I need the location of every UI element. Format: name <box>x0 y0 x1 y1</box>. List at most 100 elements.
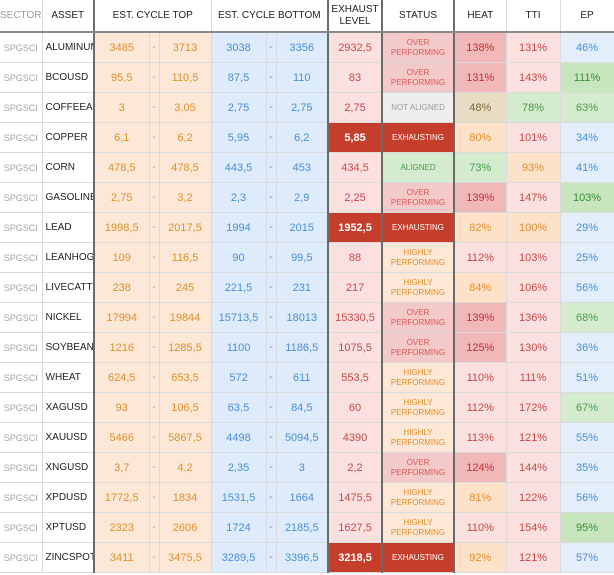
ep-cell: 57% <box>560 542 614 573</box>
table-row[interactable]: SPGSCI WHEAT 624,5-653,5 572-611 553,5 HIGHLY… <box>0 362 614 393</box>
ep-cell: 56% <box>560 482 614 513</box>
exhaust-level-cell: 2,25 <box>328 182 384 213</box>
cycle-top-dash: - <box>149 392 160 423</box>
header-heat[interactable]: HEAT <box>454 0 507 33</box>
tti-cell: 103% <box>506 242 561 273</box>
header-asset[interactable]: ASSET <box>42 0 95 33</box>
cycle-top-low-cell: 3485 <box>94 32 150 63</box>
table-row[interactable]: SPGSCI XAUUSD 5466-5867,5 4498-5094,5 4390 HI… <box>0 422 614 453</box>
asset-cell: CORN <box>42 152 95 183</box>
heat-cell: 84% <box>453 272 507 303</box>
cycle-top-dash: - <box>149 212 160 243</box>
exhaust-level-cell: 1627,5 <box>328 512 384 543</box>
cycle-top-low-cell: 93 <box>94 392 150 423</box>
sector-cell: SPGSCI <box>0 452 43 483</box>
table-row[interactable]: SPGSCI BCOUSD 95,5-110,5 87,5-110 83 OVER PER… <box>0 62 614 93</box>
header-status[interactable]: STATUS <box>382 0 456 33</box>
table-row[interactable]: SPGSCILIVECATTLE238-245221,5-231217HIGHL… <box>0 272 614 303</box>
cycle-top-high-cell: 2017,5 <box>159 212 212 243</box>
cycle-bottom-dash: - <box>266 422 277 453</box>
asset-cell: NICKEL <box>42 302 95 333</box>
table-row[interactable]: SPGSCI NICKEL 17994-19844 15713,5-18013 1533… <box>0 302 614 333</box>
cycle-top-dash: - <box>149 302 160 333</box>
exhaust-level-cell: 2,2 <box>328 452 384 483</box>
sector-cell: SPGSCI <box>0 482 43 513</box>
exhaust-level-cell: 2932,5 <box>328 32 384 63</box>
ep-cell: 103% <box>560 182 614 213</box>
cycle-top-high-cell: 1285,5 <box>159 332 212 363</box>
cycle-bottom-high-cell: 2015 <box>276 212 330 243</box>
cycle-top-low-cell: 3411 <box>94 542 150 573</box>
cycle-top-low-cell: 624,5 <box>94 362 150 393</box>
header-ep[interactable]: EP <box>560 0 614 33</box>
table-row[interactable]: SPGSCI XAGUSD 93-106,5 63,5-84,5 60 HIGHLY PE… <box>0 392 614 423</box>
cycle-bottom-dash: - <box>266 212 277 243</box>
status-badge: EXHAUSTING <box>382 122 456 153</box>
status-badge: OVER PERFORMING <box>382 62 456 93</box>
cycle-top-low-cell: 6,1 <box>94 122 150 153</box>
exhaust-level-cell: 83 <box>328 62 384 93</box>
cycle-bottom-dash: - <box>266 392 277 423</box>
table-row[interactable]: SPGSCISOYBEANS1216-1285,51100-1186,51075… <box>0 332 614 363</box>
status-badge: HIGHLY PERFORMING <box>382 362 456 393</box>
table-row[interactable]: SPGSCI XNGUSD 3,7-4,2 2,35-3 2,2 OVER PERFORM… <box>0 452 614 483</box>
header-sector[interactable]: SECTOR <box>0 0 43 33</box>
cycle-bottom-dash: - <box>266 512 277 543</box>
cycle-bottom-low-cell: 572 <box>211 362 267 393</box>
cycle-bottom-low-cell: 1531,5 <box>211 482 267 513</box>
exhaust-level-cell: 1952,5 <box>328 212 384 243</box>
status-badge: OVER PERFORMING <box>382 452 456 483</box>
table-row[interactable]: SPGSCI XPDUSD 1772,5-1834 1531,5-1664 1475,5… <box>0 482 614 513</box>
cycle-top-high-cell: 19844 <box>159 302 212 333</box>
cycle-bottom-low-cell: 90 <box>211 242 267 273</box>
table-row[interactable]: SPGSCI XPTUSD 2323-2606 1724-2185,5 1627,5 HI… <box>0 512 614 543</box>
asset-cell: XPTUSD <box>42 512 95 543</box>
cycle-bottom-low-cell: 63,5 <box>211 392 267 423</box>
heat-cell: 125% <box>453 332 507 363</box>
table-row[interactable]: SPGSCI COPPER 6,1-6,2 5,95-6,2 5,85 EXHAUSTIN… <box>0 122 614 153</box>
ep-cell: 55% <box>560 422 614 453</box>
cycle-top-low-cell: 17994 <box>94 302 150 333</box>
tti-cell: 154% <box>506 512 561 543</box>
cycle-top-low-cell: 3,7 <box>94 452 150 483</box>
status-badge: NOT ALIGNED <box>382 92 456 123</box>
cycle-bottom-high-cell: 5094,5 <box>276 422 330 453</box>
cycle-bottom-high-cell: 84,5 <box>276 392 330 423</box>
header-tti[interactable]: TTI <box>506 0 561 33</box>
exhaust-level-cell: 434,5 <box>328 152 384 183</box>
cycle-bottom-dash: - <box>266 182 277 213</box>
status-badge: EXHAUSTING <box>382 212 456 243</box>
cycle-bottom-dash: - <box>266 62 277 93</box>
heat-cell: 139% <box>453 302 507 333</box>
asset-cell: LEAD <box>42 212 95 243</box>
table-row[interactable]: SPGSCI CORN 478,5-478,5 443,5-453 434,5 ALIGN… <box>0 152 614 183</box>
cycle-bottom-high-cell: 453 <box>276 152 330 183</box>
sector-cell: SPGSCI <box>0 122 43 153</box>
asset-cell: COPPER <box>42 122 95 153</box>
ep-cell: 95% <box>560 512 614 543</box>
asset-cell: ALUMINUM <box>42 32 95 63</box>
header-cycle-top[interactable]: EST. CYCLE TOP <box>94 0 212 33</box>
heat-cell: 110% <box>453 512 507 543</box>
header-exhaust-level[interactable]: EXHAUST LEVEL <box>328 0 384 33</box>
tti-cell: 122% <box>506 482 561 513</box>
cycle-top-high-cell: 2606 <box>159 512 212 543</box>
cycle-top-high-cell: 245 <box>159 272 212 303</box>
exhaust-level-cell: 5,85 <box>328 122 384 153</box>
table-row[interactable]: SPGSCI ALUMINUM 3485-3713 3038-3356 2932,5 OV… <box>0 32 614 63</box>
asset-cell: LEANHOGS <box>42 242 95 273</box>
table-row[interactable]: SPGSCI ZINCSPOT 3411-3475,5 3289,5-3396,5 32… <box>0 542 614 573</box>
table-row[interactable]: SPGSCI LEAD 1998,5-2017,5 1994-2015 1952,5 EX… <box>0 212 614 243</box>
header-cycle-bottom[interactable]: EST. CYCLE BOTTOM <box>211 0 330 33</box>
cycle-top-dash: - <box>149 272 160 303</box>
cycle-bottom-dash: - <box>266 242 277 273</box>
cycle-top-low-cell: 3 <box>94 92 150 123</box>
cycle-bottom-high-cell: 2,75 <box>276 92 330 123</box>
status-badge: OVER PERFORMING <box>382 302 456 333</box>
table-row[interactable]: SPGSCI GASOLINE 2,75-3,2 2,3-2,9 2,25 OVER PE… <box>0 182 614 213</box>
status-badge: OVER PERFORMING <box>382 182 456 213</box>
cycle-top-dash: - <box>149 482 160 513</box>
header-row: SECTOR ASSET EST. CYCLE TOP EST. CYCLE B… <box>0 0 614 33</box>
